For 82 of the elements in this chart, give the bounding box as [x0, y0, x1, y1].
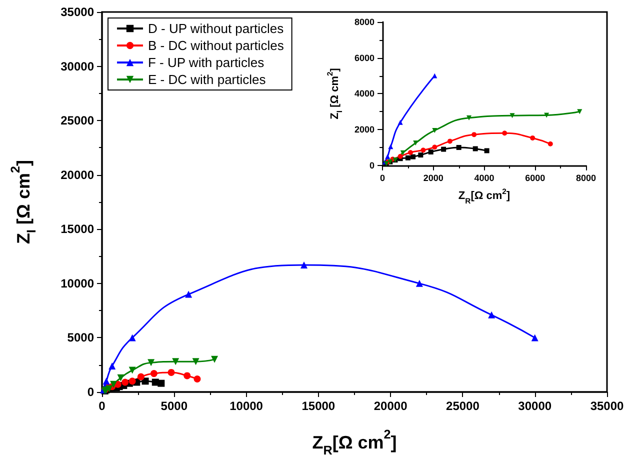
x-tick-label: 25000 — [446, 399, 480, 413]
point — [428, 149, 434, 154]
y-axis-title: ZI [Ω cm2] — [8, 160, 38, 244]
point — [117, 374, 124, 382]
legend-label: E - DC with particles — [148, 72, 266, 87]
point — [432, 144, 438, 150]
point — [128, 378, 136, 385]
point — [137, 373, 144, 380]
y-tick-label: 6000 — [354, 52, 375, 63]
point — [150, 370, 158, 378]
point — [211, 356, 218, 363]
x-tick-label: 20000 — [374, 399, 408, 413]
point — [441, 146, 446, 152]
point — [432, 73, 438, 78]
point — [432, 128, 438, 133]
point — [108, 362, 116, 370]
x-tick-label: 10000 — [230, 399, 264, 413]
point — [456, 144, 462, 150]
point — [110, 380, 118, 388]
point — [122, 378, 129, 386]
y-tick-label: 4000 — [354, 88, 375, 99]
y-tick-label: 25000 — [60, 114, 94, 128]
point — [510, 113, 515, 118]
point — [472, 146, 478, 152]
point — [128, 366, 136, 374]
point — [488, 311, 496, 318]
y-tick-label: 5000 — [67, 330, 94, 345]
point — [466, 115, 472, 120]
point — [168, 368, 175, 376]
x-tick-label: 5000 — [160, 399, 188, 413]
point — [548, 141, 553, 146]
point — [185, 290, 192, 298]
point — [194, 375, 201, 382]
x-tick-label: 6000 — [525, 172, 546, 183]
point — [577, 109, 582, 114]
point — [447, 138, 452, 144]
y-tick-label: 0 — [87, 385, 94, 399]
y-tick-label: 8000 — [354, 17, 375, 27]
point — [142, 378, 149, 385]
x-tick-label: 15000 — [302, 399, 336, 413]
y-tick-label: 15000 — [60, 222, 94, 236]
legend-label: F - UP with particles — [148, 55, 265, 70]
point — [148, 359, 155, 366]
point — [398, 120, 403, 125]
point — [484, 148, 490, 154]
point — [530, 135, 536, 140]
y-tick-label: 30000 — [60, 59, 94, 74]
point — [544, 112, 550, 118]
point — [172, 358, 180, 366]
y-tick-label: 10000 — [60, 276, 94, 290]
point — [128, 334, 136, 342]
point — [472, 132, 477, 138]
point — [408, 150, 413, 155]
point — [405, 155, 410, 160]
x-tick-label: 35000 — [590, 399, 624, 413]
x-tick-label: 0 — [98, 399, 106, 413]
point — [102, 378, 110, 385]
x-tick-label: 2000 — [423, 172, 444, 183]
point — [300, 261, 308, 268]
point — [502, 130, 508, 136]
point — [400, 150, 406, 156]
point — [418, 152, 424, 158]
legend-label: D - UP without particles — [148, 21, 284, 36]
point — [416, 280, 423, 287]
x-tick-label: 4000 — [474, 172, 494, 183]
point — [410, 154, 416, 160]
y-tick-label: 0 — [370, 160, 375, 170]
point — [413, 140, 418, 146]
y-tick-label: 2000 — [354, 124, 375, 135]
point — [385, 154, 390, 159]
point — [531, 334, 538, 342]
point — [398, 154, 403, 159]
point — [158, 380, 165, 387]
legend-label: B - DC without particles — [148, 38, 284, 53]
point — [192, 358, 200, 366]
x-tick-label: 0 — [380, 172, 386, 183]
point — [184, 372, 191, 380]
y-tick-label: 35000 — [60, 5, 94, 19]
point — [388, 144, 394, 150]
point — [420, 148, 426, 153]
x-tick-label: 8000 — [576, 172, 596, 183]
x-tick-label: 30000 — [518, 399, 552, 413]
